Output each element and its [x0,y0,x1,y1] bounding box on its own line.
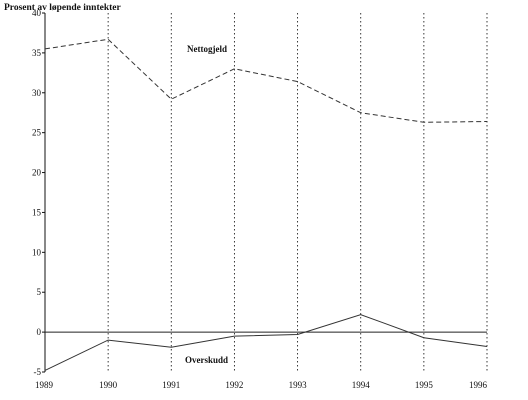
series-line-overskudd [44,314,488,371]
x-tick-label: 1993 [289,380,308,390]
series-label-nettogjeld: Nettogjeld [187,44,227,54]
y-tick-label: 35 [32,48,42,58]
x-tick-label: 1994 [352,380,371,390]
y-tick-label: -5 [34,367,42,377]
y-tick-label: 40 [32,8,42,18]
x-tick-label: 1989 [35,380,54,390]
y-tick-label: 25 [32,128,42,138]
series-lines [44,38,488,371]
x-tick-label: 1995 [415,380,434,390]
y-axis-title: Prosent av løpende inntekter [4,3,122,13]
series-label-overskudd: Overskudd [185,355,228,365]
axes [42,12,487,373]
x-tick-label: 1990 [99,380,118,390]
y-tick-label: 30 [32,88,42,98]
y-tick-label: 10 [32,247,42,257]
x-tick-labels: 1989 1990 1991 1992 1993 1994 1995 1996 [35,380,488,390]
y-tick-label: 15 [32,207,42,217]
x-tick-label: 1992 [225,380,243,390]
y-tick-label: 20 [32,168,42,178]
series-labels: Nettogjeld Overskudd [185,44,228,365]
y-tick-labels: -5 0 5 10 15 20 25 30 35 40 [32,8,42,377]
x-tick-label: 1996 [469,380,488,390]
y-tick-label: 0 [37,327,42,337]
series-line-nettogjeld [44,38,488,123]
x-tick-label: 1991 [162,380,180,390]
y-tick-label: 5 [37,287,42,297]
